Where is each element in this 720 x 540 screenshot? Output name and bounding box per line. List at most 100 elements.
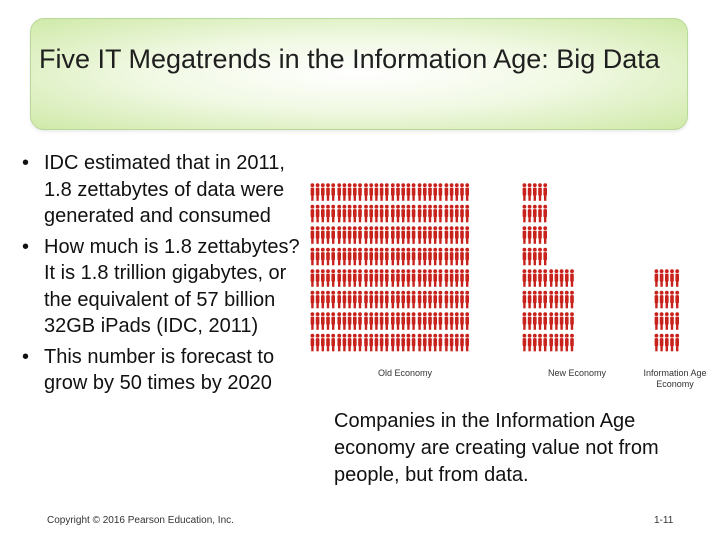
person-icon xyxy=(428,204,432,223)
person-icon xyxy=(401,226,406,244)
person-icon xyxy=(369,226,374,244)
person-icon xyxy=(337,247,342,266)
person-icon xyxy=(417,333,422,352)
person-icon xyxy=(352,290,357,309)
person-icon xyxy=(374,226,379,244)
person-icon xyxy=(527,183,532,201)
person-icon xyxy=(460,226,464,244)
person-icon xyxy=(369,333,374,352)
person-icon xyxy=(538,312,542,330)
person-icon xyxy=(438,290,443,309)
person-icon xyxy=(554,290,559,309)
bullet-list: • IDC estimated that in 2011, 1.8 zettab… xyxy=(18,150,303,401)
person-icon xyxy=(358,290,362,309)
person-icon xyxy=(342,204,347,223)
person-icon xyxy=(352,312,357,330)
person-icon xyxy=(527,269,532,287)
person-icon xyxy=(364,269,368,287)
person-icon xyxy=(675,312,680,330)
person-icon xyxy=(433,333,438,352)
person-icon xyxy=(406,333,411,352)
person-icon xyxy=(449,247,454,266)
person-icon xyxy=(374,312,379,330)
person-icon xyxy=(522,226,527,244)
person-icon xyxy=(326,226,330,244)
person-icon xyxy=(310,269,315,287)
person-icon xyxy=(670,269,674,287)
person-icon xyxy=(543,312,548,330)
person-icon xyxy=(422,226,427,244)
person-icon xyxy=(438,247,443,266)
person-icon xyxy=(352,269,357,287)
person-icon xyxy=(310,247,315,266)
person-icon xyxy=(549,312,554,330)
person-icon xyxy=(384,183,389,201)
new-economy-partial-people xyxy=(549,269,574,352)
person-icon xyxy=(411,312,416,330)
bullet-dot: • xyxy=(22,152,30,174)
person-icon xyxy=(460,312,464,330)
old-economy-label: Old Economy xyxy=(378,368,433,378)
new-economy-label: New Economy xyxy=(548,368,607,378)
person-icon xyxy=(384,247,389,266)
person-icon xyxy=(315,204,320,223)
person-icon xyxy=(417,247,422,266)
person-icon xyxy=(654,312,659,330)
person-icon xyxy=(352,183,357,201)
person-icon xyxy=(315,290,320,309)
person-icon xyxy=(347,204,352,223)
person-icon xyxy=(433,290,438,309)
person-icon xyxy=(438,269,443,287)
person-icon xyxy=(401,183,406,201)
person-icon xyxy=(401,333,406,352)
person-icon xyxy=(352,247,357,266)
person-icon xyxy=(406,183,411,201)
person-icon xyxy=(659,269,664,287)
person-icon xyxy=(401,247,406,266)
person-icon xyxy=(549,333,554,352)
person-icon xyxy=(675,269,680,287)
person-icon xyxy=(454,204,459,223)
person-icon xyxy=(315,333,320,352)
person-icon xyxy=(422,269,427,287)
person-icon xyxy=(444,183,449,201)
person-icon xyxy=(532,204,537,223)
person-icon xyxy=(396,183,400,201)
person-icon xyxy=(559,290,564,309)
person-icon xyxy=(384,204,389,223)
person-icon xyxy=(369,290,374,309)
person-icon xyxy=(369,183,374,201)
person-icon xyxy=(310,312,315,330)
person-icon xyxy=(543,247,548,266)
person-icon xyxy=(411,333,416,352)
person-icon xyxy=(310,333,315,352)
person-icon xyxy=(654,333,659,352)
person-icon xyxy=(532,269,537,287)
person-icon xyxy=(379,290,384,309)
person-icon xyxy=(331,226,336,244)
bullet-dot: • xyxy=(22,235,30,258)
person-icon xyxy=(396,312,400,330)
bullet-dot: • xyxy=(22,345,30,368)
person-icon xyxy=(326,269,330,287)
person-icon xyxy=(465,312,470,330)
person-icon xyxy=(347,333,352,352)
person-icon xyxy=(347,183,352,201)
person-icon xyxy=(532,183,537,201)
person-icon xyxy=(337,269,342,287)
person-icon xyxy=(374,269,379,287)
person-icon xyxy=(444,204,449,223)
person-icon xyxy=(570,290,574,309)
person-icon xyxy=(417,226,422,244)
person-icon xyxy=(310,183,315,201)
figure-caption: Companies in the Information Age economy… xyxy=(334,410,659,486)
person-icon xyxy=(331,312,336,330)
person-icon xyxy=(449,269,454,287)
person-icon xyxy=(438,333,443,352)
person-icon xyxy=(422,247,427,266)
person-icon xyxy=(675,333,680,352)
person-icon xyxy=(390,290,395,309)
person-icon xyxy=(659,312,664,330)
person-icon xyxy=(374,333,379,352)
person-icon xyxy=(465,226,470,244)
